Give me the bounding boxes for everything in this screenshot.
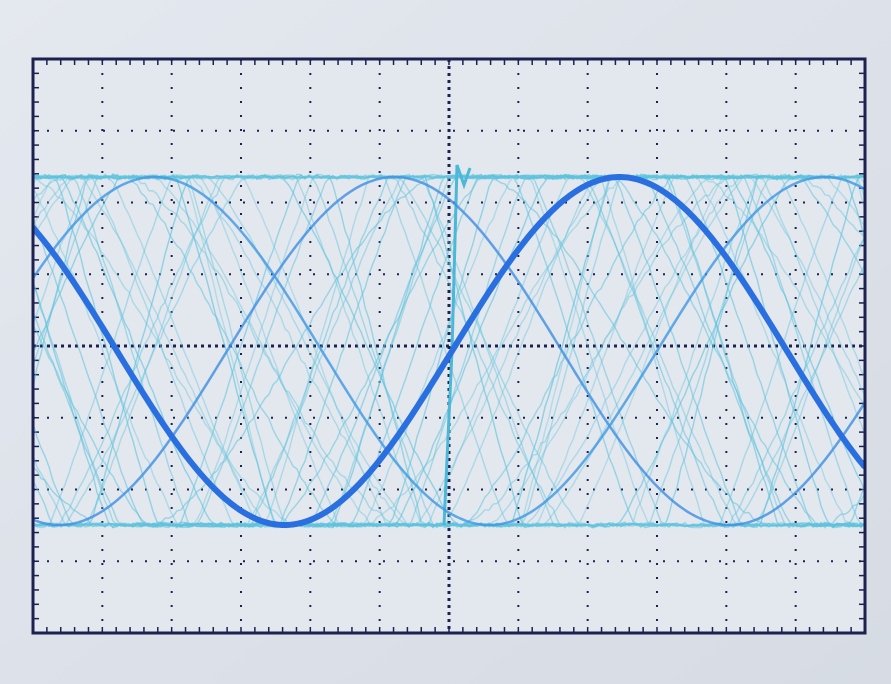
persistence-trace	[33, 174, 865, 528]
main-trace	[33, 174, 865, 528]
persistence-trace	[33, 173, 865, 529]
persistence-trace	[33, 173, 865, 529]
screen-border	[31, 57, 867, 635]
waveforms	[33, 164, 865, 529]
trigger-edge	[442, 164, 472, 526]
persistence-trace	[33, 174, 865, 529]
persistence-trace	[33, 174, 865, 528]
persistence-trace	[33, 174, 865, 528]
secondary-trace	[33, 175, 865, 527]
